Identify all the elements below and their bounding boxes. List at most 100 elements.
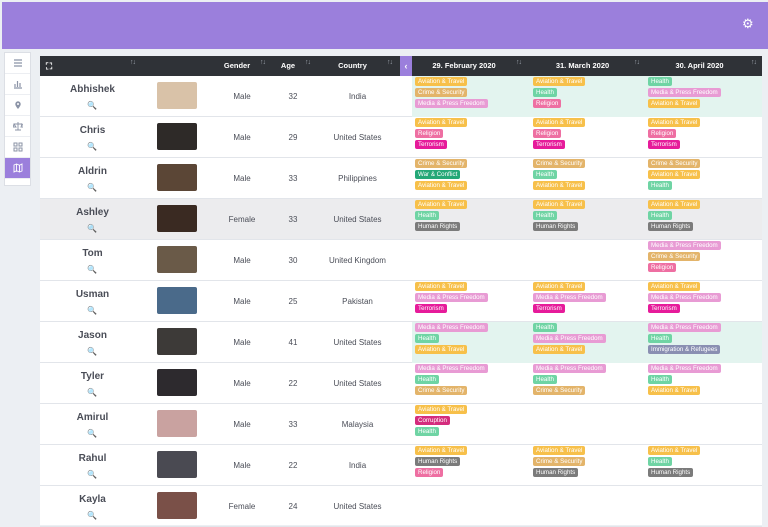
topic-tag[interactable]: Aviation & Travel <box>648 282 701 291</box>
topic-tag[interactable]: Aviation & Travel <box>533 77 586 86</box>
topic-tag[interactable]: Human Rights <box>533 222 579 231</box>
topic-tag[interactable]: Aviation & Travel <box>648 170 701 179</box>
topic-tag[interactable]: Terrorism <box>533 140 565 149</box>
topic-tag[interactable]: Media & Press Freedom <box>415 323 488 332</box>
table-row[interactable]: Aldrin 🔍 Male 33 Philippines Crime & Sec… <box>40 158 762 199</box>
gear-icon[interactable]: ⚙ <box>742 16 754 31</box>
topic-tag[interactable]: Media & Press Freedom <box>648 323 721 332</box>
topic-tag[interactable]: Health <box>533 375 557 384</box>
topic-tag[interactable]: Aviation & Travel <box>648 386 701 395</box>
topic-tag[interactable]: Religion <box>533 99 562 108</box>
zoom-icon[interactable]: 🔍 <box>87 101 97 110</box>
topic-tag[interactable]: Aviation & Travel <box>648 99 701 108</box>
table-row[interactable]: Rahul 🔍 Male 22 India Aviation & Travel H… <box>40 445 762 486</box>
topic-tag[interactable]: Media & Press Freedom <box>648 241 721 250</box>
table-row[interactable]: Ashley 🔍 Female 33 United States Aviatio… <box>40 199 762 240</box>
topic-tag[interactable]: Aviation & Travel <box>533 446 586 455</box>
zoom-icon[interactable]: 🔍 <box>87 470 97 479</box>
topic-tag[interactable]: Media & Press Freedom <box>415 293 488 302</box>
topic-tag[interactable]: Health <box>648 457 672 466</box>
zoom-icon[interactable]: 🔍 <box>87 388 97 397</box>
topic-tag[interactable]: Human Rights <box>648 222 694 231</box>
column-age[interactable]: Age <box>280 61 296 70</box>
topic-tag[interactable]: Aviation & Travel <box>648 446 701 455</box>
topic-tag[interactable]: Religion <box>648 129 677 138</box>
topic-tag[interactable]: Health <box>533 211 557 220</box>
table-row[interactable]: Chris 🔍 Male 29 United States Aviation &… <box>40 117 762 158</box>
collapse-left-icon[interactable]: ‹ <box>400 56 412 76</box>
topic-tag[interactable]: Aviation & Travel <box>648 200 701 209</box>
topic-tag[interactable]: Crime & Security <box>648 159 701 168</box>
topic-tag[interactable]: Human Rights <box>415 457 461 466</box>
topic-tag[interactable]: Aviation & Travel <box>533 345 586 354</box>
topic-tag[interactable]: Health <box>648 211 672 220</box>
sort-icon[interactable]: ↑↓ <box>516 59 522 66</box>
topic-tag[interactable]: Media & Press Freedom <box>415 99 488 108</box>
topic-tag[interactable]: Human Rights <box>533 468 579 477</box>
topic-tag[interactable]: Media & Press Freedom <box>648 293 721 302</box>
topic-tag[interactable]: Health <box>415 375 439 384</box>
topic-tag[interactable]: Crime & Security <box>533 159 586 168</box>
topic-tag[interactable]: Religion <box>648 263 677 272</box>
topic-tag[interactable]: Crime & Security <box>648 252 701 261</box>
topic-tag[interactable]: Crime & Security <box>533 386 586 395</box>
topic-tag[interactable]: War & Conflict <box>415 170 461 179</box>
topic-tag[interactable]: Health <box>648 77 672 86</box>
topic-tag[interactable]: Terrorism <box>415 140 447 149</box>
table-row[interactable]: Abhishek 🔍 Male 32 India Aviation & Trav… <box>40 76 762 117</box>
zoom-icon[interactable]: 🔍 <box>87 183 97 192</box>
topic-tag[interactable]: Immigration & Refugees <box>648 345 721 354</box>
topic-tag[interactable]: Crime & Security <box>415 386 468 395</box>
topic-tag[interactable]: Aviation & Travel <box>533 118 586 127</box>
table-row[interactable]: Kayla 🔍 Female 24 United States <box>40 486 762 527</box>
topic-tag[interactable]: Media & Press Freedom <box>648 88 721 97</box>
topic-tag[interactable]: Human Rights <box>648 468 694 477</box>
sort-icon[interactable]: ↑↓ <box>305 59 311 66</box>
table-row[interactable]: Jason 🔍 Male 41 United States Media & Pr… <box>40 322 762 363</box>
topic-tag[interactable]: Aviation & Travel <box>415 181 468 190</box>
topic-tag[interactable]: Aviation & Travel <box>415 446 468 455</box>
zoom-icon[interactable]: 🔍 <box>87 306 97 315</box>
menu-icon[interactable] <box>5 53 30 74</box>
topic-tag[interactable]: Terrorism <box>533 304 565 313</box>
sort-icon[interactable]: ↑↓ <box>260 59 266 66</box>
topic-tag[interactable]: Health <box>415 334 439 343</box>
topic-tag[interactable]: Aviation & Travel <box>415 200 468 209</box>
topic-tag[interactable]: Media & Press Freedom <box>415 364 488 373</box>
map-pin-icon[interactable] <box>5 95 30 116</box>
topic-tag[interactable]: Crime & Security <box>415 159 468 168</box>
column-country[interactable]: Country <box>338 61 367 70</box>
topic-tag[interactable]: Terrorism <box>415 304 447 313</box>
scale-icon[interactable] <box>5 116 30 137</box>
zoom-icon[interactable]: 🔍 <box>87 347 97 356</box>
topic-tag[interactable]: Health <box>648 375 672 384</box>
topic-tag[interactable]: Aviation & Travel <box>648 118 701 127</box>
topic-tag[interactable]: Health <box>415 427 439 436</box>
table-row[interactable]: Amirul 🔍 Male 33 Malaysia Aviation & Tra… <box>40 404 762 445</box>
topic-tag[interactable]: Health <box>648 181 672 190</box>
topic-tag[interactable]: Crime & Security <box>415 88 468 97</box>
topic-tag[interactable]: Health <box>533 88 557 97</box>
topic-tag[interactable]: Media & Press Freedom <box>533 293 606 302</box>
sort-icon[interactable]: ↑↓ <box>634 59 640 66</box>
topic-tag[interactable]: Religion <box>415 129 444 138</box>
sort-icon[interactable]: ↑↓ <box>387 59 393 66</box>
topic-tag[interactable]: Crime & Security <box>533 457 586 466</box>
column-gender[interactable]: Gender <box>223 61 251 70</box>
table-row[interactable]: Usman 🔍 Male 25 Pakistan Aviation & Trav… <box>40 281 762 322</box>
topic-tag[interactable]: Aviation & Travel <box>415 77 468 86</box>
topic-tag[interactable]: Religion <box>415 468 444 477</box>
topic-tag[interactable]: Aviation & Travel <box>533 200 586 209</box>
fullscreen-icon[interactable]: ⛶ <box>45 61 53 71</box>
zoom-icon[interactable]: 🔍 <box>87 224 97 233</box>
grid-icon[interactable] <box>5 137 30 158</box>
topic-tag[interactable]: Corruption <box>415 416 450 425</box>
topic-tag[interactable]: Religion <box>533 129 562 138</box>
sort-icon[interactable]: ↑↓ <box>130 59 136 66</box>
topic-tag[interactable]: Media & Press Freedom <box>533 364 606 373</box>
bar-chart-icon[interactable] <box>5 74 30 95</box>
topic-tag[interactable]: Aviation & Travel <box>415 118 468 127</box>
topic-tag[interactable]: Terrorism <box>648 304 680 313</box>
topic-tag[interactable]: Human Rights <box>415 222 461 231</box>
topic-tag[interactable]: Aviation & Travel <box>533 282 586 291</box>
